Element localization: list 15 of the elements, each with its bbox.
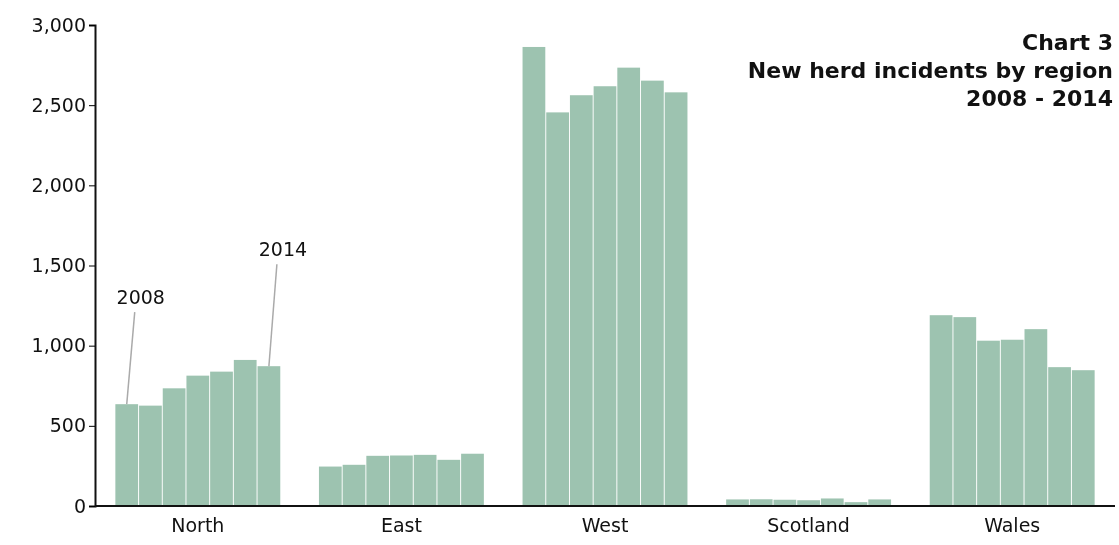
x-tick-label: Wales [984, 513, 1041, 536]
y-tick-label: 0 [73, 494, 86, 517]
y-tick-label: 3,000 [31, 13, 86, 36]
x-tick-label: Scotland [767, 513, 850, 536]
text: 2014 [258, 238, 308, 261]
x-tick-label: North [171, 513, 225, 536]
y-tick-label: 500 [49, 414, 86, 437]
y-tick-label: 1,500 [31, 254, 86, 277]
y-tick-label: 1,000 [31, 334, 86, 357]
text: 2008 [116, 286, 165, 309]
y-tick-label: 2,500 [31, 93, 86, 116]
x-tick-label: West [581, 513, 629, 536]
y-tick-label: 2,000 [31, 173, 86, 196]
x-tick-label: East [380, 513, 422, 536]
text: Chart 3 New herd incidents by region 2008 - 2014 [747, 30, 1113, 111]
